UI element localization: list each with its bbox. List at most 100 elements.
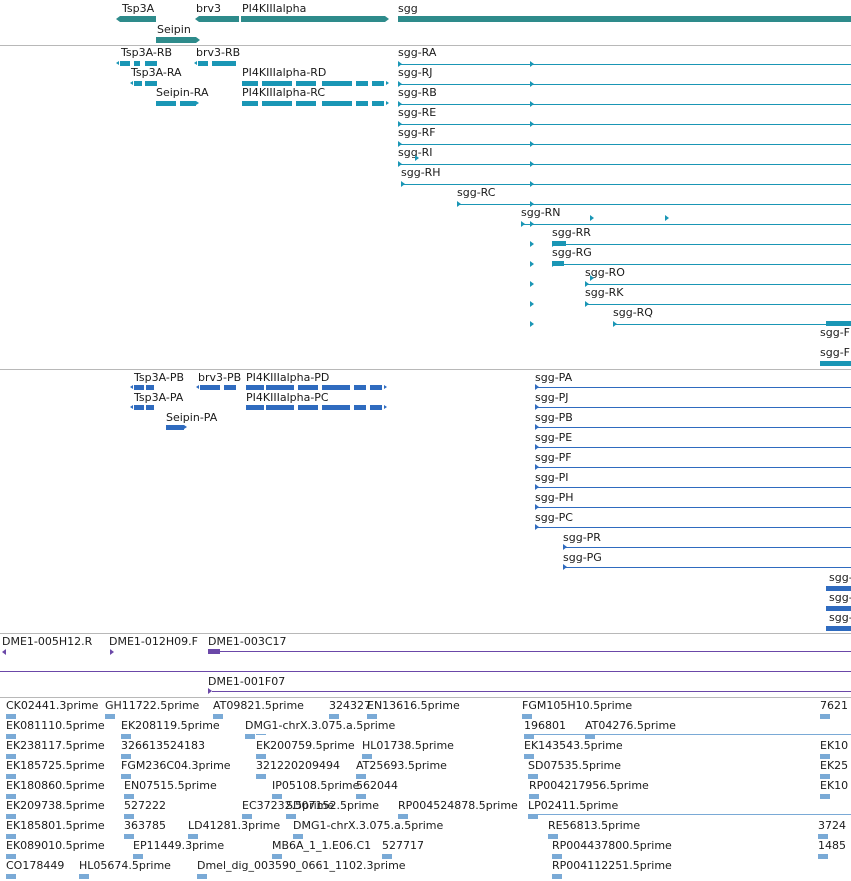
- est-label[interactable]: EK089010.5prime: [6, 839, 105, 852]
- est-label[interactable]: 196801: [524, 719, 566, 732]
- est-label[interactable]: 363785: [124, 819, 166, 832]
- est-block[interactable]: [528, 814, 538, 819]
- est-line[interactable]: [528, 814, 851, 815]
- gene-label[interactable]: Tsp3A: [122, 2, 155, 15]
- est-label[interactable]: 3724: [818, 819, 846, 832]
- gene-feature[interactable]: [156, 37, 196, 43]
- protein-label[interactable]: brv3-PB: [198, 371, 242, 384]
- est-block[interactable]: [124, 794, 134, 799]
- est-label[interactable]: SD07535.5prime: [528, 759, 621, 772]
- protein-block[interactable]: [166, 425, 184, 430]
- transcript-label[interactable]: brv3-RB: [196, 46, 241, 59]
- est-label[interactable]: CK02441.3prime: [6, 699, 99, 712]
- est-label[interactable]: 1485: [818, 839, 846, 852]
- est-label[interactable]: HL01738.5prime: [362, 739, 454, 752]
- intron-line[interactable]: [398, 64, 851, 65]
- protein-block[interactable]: [354, 385, 366, 390]
- gene-feature[interactable]: [199, 16, 239, 22]
- est-block[interactable]: [213, 714, 223, 719]
- est-block[interactable]: [820, 794, 830, 799]
- est-block[interactable]: [286, 814, 296, 819]
- exon-block[interactable]: [134, 81, 142, 86]
- exon-block[interactable]: [296, 81, 316, 86]
- transcript-label[interactable]: sgg-RN: [521, 206, 561, 219]
- transcript-label[interactable]: Seipin-RA: [156, 86, 209, 99]
- exon-block[interactable]: [145, 81, 157, 86]
- protein-line[interactable]: [535, 507, 851, 508]
- protein-line[interactable]: [563, 567, 851, 568]
- exon-block[interactable]: [180, 101, 196, 106]
- protein-label[interactable]: Tsp3A-PB: [134, 371, 185, 384]
- est-block[interactable]: [362, 754, 372, 759]
- protein-block[interactable]: [826, 626, 851, 631]
- transcript-label[interactable]: sgg-RF: [398, 126, 436, 139]
- transcript-label[interactable]: sgg-RR: [552, 226, 591, 239]
- protein-block[interactable]: [370, 385, 382, 390]
- intron-line[interactable]: [398, 104, 851, 105]
- protein-label[interactable]: sgg-PA: [535, 371, 573, 384]
- est-label[interactable]: FGM105H10.5prime: [522, 699, 633, 712]
- protein-label[interactable]: sgg-: [829, 571, 851, 584]
- protein-block[interactable]: [298, 405, 318, 410]
- protein-line[interactable]: [535, 387, 851, 388]
- exon-block[interactable]: [372, 101, 384, 106]
- transcript-label[interactable]: PI4KIIIalpha-RC: [242, 86, 326, 99]
- transcript-label[interactable]: sgg-RG: [552, 246, 592, 259]
- est-label[interactable]: LP02411.5prime: [528, 799, 619, 812]
- exon-block[interactable]: [356, 101, 368, 106]
- intron-line[interactable]: [552, 264, 851, 265]
- est-label[interactable]: MB6A_1_1.E06.C1: [272, 839, 372, 852]
- est-block[interactable]: [552, 874, 562, 879]
- exon-block[interactable]: [242, 81, 258, 86]
- est-block[interactable]: [197, 874, 207, 879]
- protein-label[interactable]: sgg-: [829, 611, 851, 624]
- transcript-label[interactable]: sgg-F: [820, 346, 850, 359]
- transcript-label[interactable]: sgg-RB: [398, 86, 437, 99]
- est-block[interactable]: [528, 774, 538, 779]
- est-block[interactable]: [6, 874, 16, 879]
- est-block[interactable]: [6, 834, 16, 839]
- est-label[interactable]: EK081110.5prime: [6, 719, 105, 732]
- est-label[interactable]: EN07515.5prime: [124, 779, 217, 792]
- est-block[interactable]: [124, 814, 134, 819]
- est-block[interactable]: [329, 714, 339, 719]
- protein-block[interactable]: [246, 405, 264, 410]
- exon-block[interactable]: [134, 61, 140, 66]
- protein-block[interactable]: [826, 606, 851, 611]
- transcript-label[interactable]: sgg-RO: [585, 266, 625, 279]
- protein-label[interactable]: sgg-PI: [535, 471, 569, 484]
- exon-block[interactable]: [156, 101, 176, 106]
- est-block[interactable]: [820, 714, 830, 719]
- est-block[interactable]: [818, 854, 828, 859]
- protein-block[interactable]: [354, 405, 366, 410]
- est-label[interactable]: 321220209494: [256, 759, 340, 772]
- est-label[interactable]: 324327: [329, 699, 371, 712]
- protein-block[interactable]: [266, 405, 294, 410]
- est-block[interactable]: [524, 734, 534, 739]
- est-label[interactable]: RP004437800.5prime: [552, 839, 672, 852]
- protein-label[interactable]: sgg-: [829, 591, 851, 604]
- est-label[interactable]: EK180860.5prime: [6, 779, 105, 792]
- est-block[interactable]: [356, 794, 366, 799]
- intron-line[interactable]: [585, 284, 851, 285]
- protein-block[interactable]: [246, 385, 264, 390]
- protein-block[interactable]: [266, 385, 294, 390]
- clone-line[interactable]: [220, 651, 851, 652]
- est-block[interactable]: [820, 774, 830, 779]
- protein-label[interactable]: Seipin-PA: [166, 411, 218, 424]
- est-label[interactable]: EK200759.5prime: [256, 739, 355, 752]
- exon-block[interactable]: [356, 81, 368, 86]
- est-block[interactable]: [6, 774, 16, 779]
- est-block[interactable]: [272, 854, 282, 859]
- est-block[interactable]: [272, 794, 282, 799]
- est-label[interactable]: EK143543.5prime: [524, 739, 623, 752]
- est-block[interactable]: [242, 814, 252, 819]
- est-block[interactable]: [245, 734, 255, 739]
- clone-label[interactable]: DME1-012H09.F: [109, 635, 198, 648]
- protein-block[interactable]: [146, 385, 154, 390]
- est-block[interactable]: [188, 834, 198, 839]
- est-block[interactable]: [121, 734, 131, 739]
- exon-block[interactable]: [120, 61, 130, 66]
- est-block[interactable]: [367, 714, 377, 719]
- transcript-label[interactable]: sgg-F: [820, 326, 850, 339]
